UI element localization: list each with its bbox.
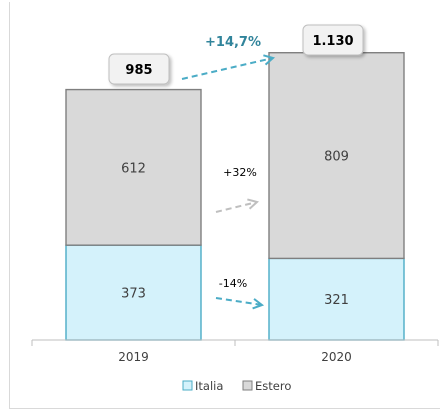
- chart-frame: [9, 2, 440, 409]
- growth-total-label: +14,7%: [205, 35, 261, 50]
- segment-label-estero-2019: 612: [121, 161, 146, 176]
- arrow-italia: [215, 297, 265, 310]
- segment-label-italia-2020: 321: [324, 293, 349, 308]
- legend-label-estero: Estero: [255, 379, 291, 393]
- segment-label-italia-2019: 373: [121, 287, 146, 302]
- growth-italia-label: -14%: [219, 277, 247, 290]
- total-box-2019: [108, 53, 170, 85]
- bar-estero-2019: [65, 88, 202, 246]
- legend-swatch-italia: [182, 380, 193, 391]
- x-tick-label-2019: 2019: [118, 350, 149, 364]
- legend-label-italia: Italia: [195, 379, 223, 393]
- segment-label-estero-2020: 809: [324, 150, 349, 165]
- arrow-estero: [215, 198, 260, 213]
- x-tick-label-2020: 2020: [321, 350, 352, 364]
- total-box-2020: [302, 24, 364, 56]
- growth-estero-label: +32%: [223, 166, 257, 179]
- total-label-2020: 1.130: [312, 34, 353, 49]
- total-label-2019: 985: [125, 63, 152, 78]
- arrow-total: [181, 54, 276, 80]
- legend-swatch-estero: [242, 380, 253, 391]
